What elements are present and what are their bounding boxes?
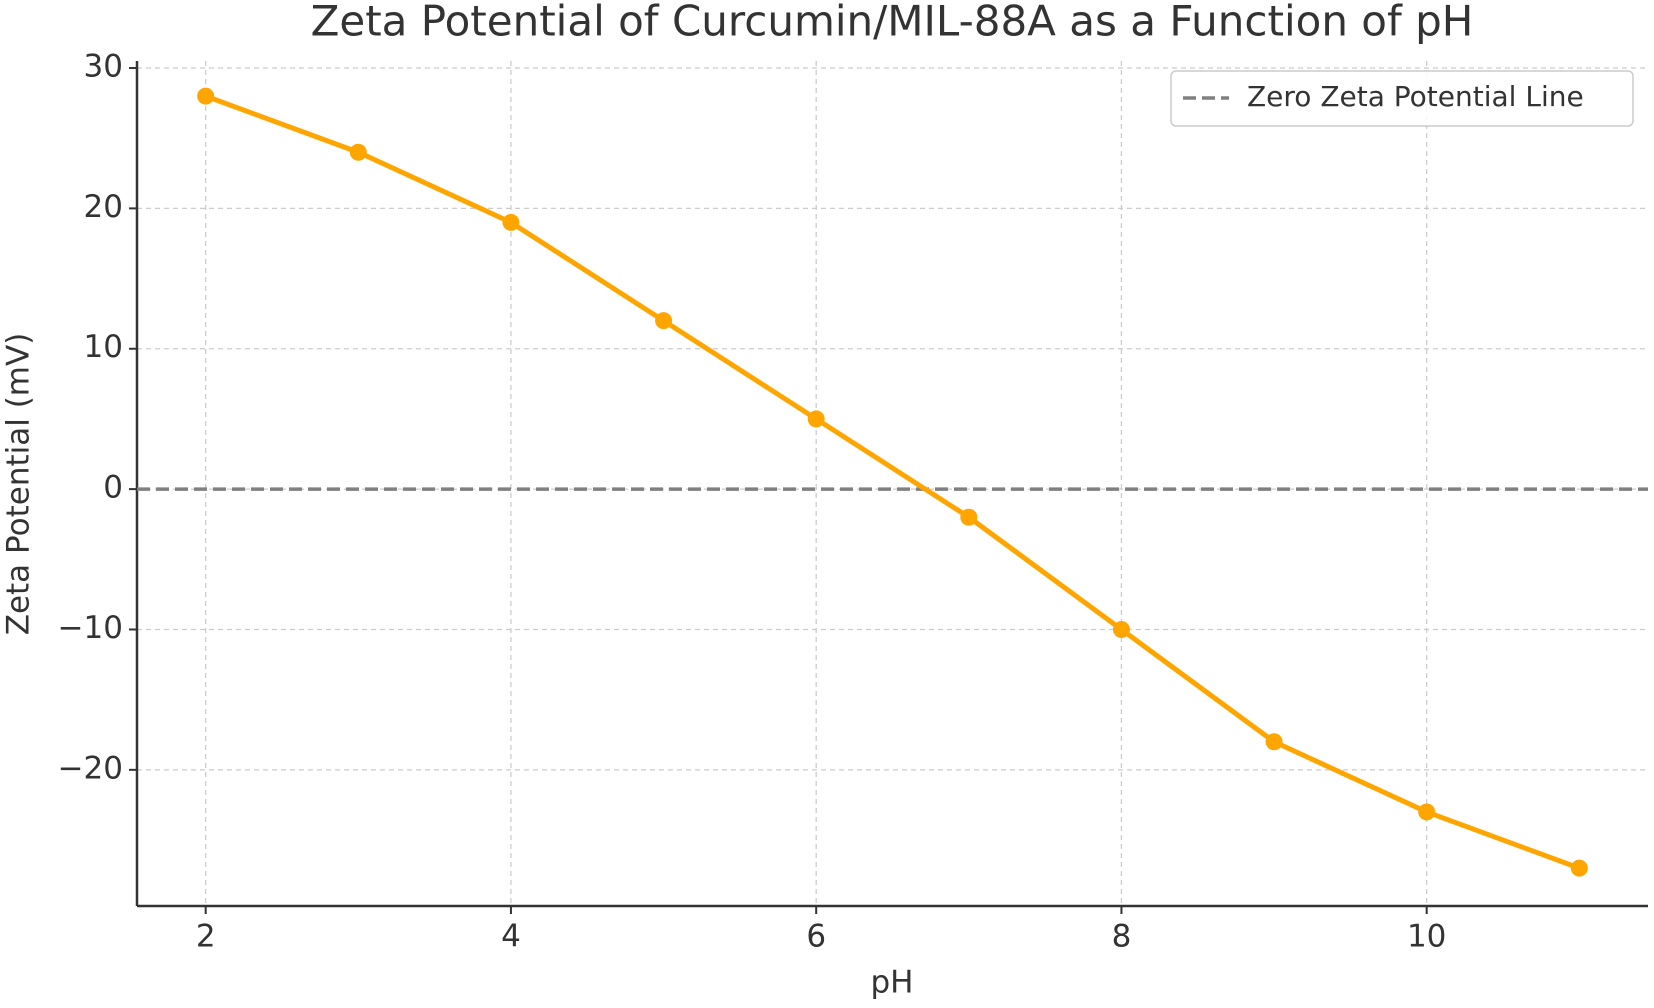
y-tick-label: 20	[84, 189, 123, 225]
data-point	[1265, 733, 1283, 751]
y-axis-label: Zeta Potential (mV)	[1, 333, 37, 636]
data-point	[197, 87, 215, 105]
data-point	[1112, 620, 1130, 638]
data-point	[1418, 803, 1436, 821]
data-point	[1570, 859, 1588, 877]
legend-box	[1170, 70, 1634, 127]
chart-title: Zeta Potential of Curcumin/MIL-88A as a …	[311, 0, 1474, 46]
data-point	[960, 508, 978, 526]
data-line	[204, 93, 1581, 871]
data-point	[502, 213, 520, 231]
x-tick-label: 10	[1407, 919, 1446, 955]
legend-label: Zero Zeta Potential Line	[1247, 80, 1584, 113]
x-tick-label: 8	[1112, 919, 1132, 955]
x-axis-label: pH	[871, 965, 914, 1001]
data-point	[655, 312, 673, 330]
data-point	[807, 410, 825, 428]
y-tick-label: −20	[58, 750, 123, 786]
y-tick-label: 0	[103, 470, 123, 506]
data-point	[349, 143, 367, 161]
y-tick-label: −10	[58, 610, 123, 646]
x-tick-label: 6	[806, 919, 826, 955]
y-tick-label: 30	[84, 49, 123, 85]
x-tick-label: 2	[196, 919, 216, 955]
x-tick-label: 4	[501, 919, 521, 955]
y-tick-label: 10	[84, 329, 123, 365]
